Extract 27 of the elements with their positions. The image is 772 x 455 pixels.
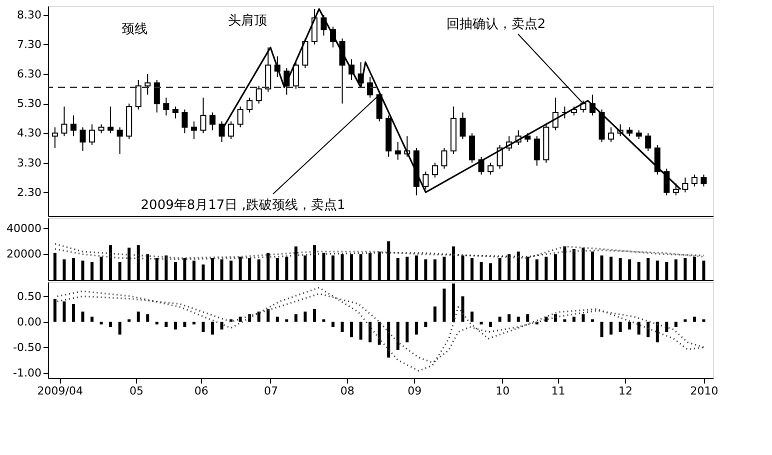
y-tick-label: 2.30 <box>17 186 42 199</box>
y-tick-label: 20000 <box>6 248 42 261</box>
annotation: 回抽确认，卖点2 <box>446 17 546 32</box>
y-tick-label: -1.00 <box>13 366 42 380</box>
y-tick-label: 5.30 <box>17 97 42 110</box>
y-tick-label: 6.30 <box>17 68 42 81</box>
y-tick-label: 7.30 <box>17 38 42 51</box>
x-tick-label: 11 <box>551 384 566 398</box>
annotation: 颈线 <box>121 22 148 38</box>
y-tick-label: 3.30 <box>17 156 42 170</box>
y-tick-label: 4.30 <box>17 126 42 140</box>
annotation: 头肩顶 <box>228 12 267 29</box>
y-tick-label: 40000 <box>6 222 42 235</box>
x-tick-label: 09 <box>408 384 422 398</box>
x-tick-label: 2009/04 <box>37 384 83 398</box>
x-tick-label: 08 <box>340 384 354 398</box>
x-tick-label: 05 <box>130 384 144 398</box>
annotation: 2009年8月17日 ,跌破颈线，卖点1 <box>140 198 346 213</box>
x-tick-label: 07 <box>264 384 278 398</box>
y-tick-label: -0.50 <box>13 340 42 354</box>
x-tick-label: 06 <box>194 384 208 398</box>
x-tick-label: 2010 <box>690 384 718 398</box>
x-tick-label: 12 <box>618 384 632 398</box>
y-tick-label: 0.00 <box>17 315 42 328</box>
y-tick-label: 0.50 <box>17 290 42 303</box>
y-tick-label: 8.30 <box>17 8 42 22</box>
x-tick-label: 10 <box>496 384 510 398</box>
